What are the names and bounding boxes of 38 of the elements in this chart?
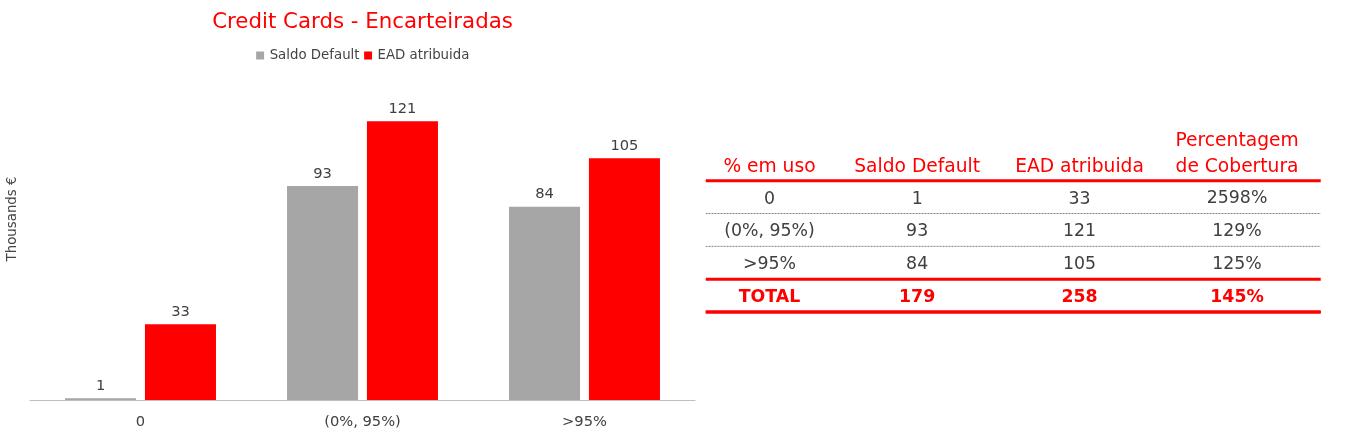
text: 121 — [1063, 220, 1097, 241]
x-tick-label: 0 — [135, 411, 146, 429]
data-label: 121 — [388, 98, 417, 116]
bar — [588, 158, 660, 401]
text: Saldo Default — [854, 154, 981, 176]
text: 0 — [763, 187, 775, 208]
text: Percentagem de Cobertura — [1175, 129, 1299, 176]
data-label: 84 — [535, 184, 554, 202]
data-label: 93 — [313, 163, 332, 181]
bar — [366, 121, 438, 401]
text: 2598% — [1206, 187, 1268, 208]
bar — [144, 324, 216, 401]
text: 258 — [1061, 286, 1098, 307]
x-tick-label: (0%, 95%) — [324, 411, 401, 429]
bar — [287, 185, 359, 401]
text: (0%, 95%) — [724, 219, 815, 240]
x-tick-label: >95% — [562, 411, 607, 429]
text: 84 — [906, 253, 929, 274]
chart-title: Credit Cards - Encarteiradas — [212, 7, 513, 33]
text: 105 — [1063, 253, 1097, 274]
text: 179 — [899, 286, 936, 307]
text: TOTAL — [738, 285, 801, 306]
data-label: 1 — [95, 375, 106, 393]
data-label: 33 — [171, 301, 190, 319]
legend-label: Saldo Default — [269, 47, 360, 62]
text: >95% — [742, 252, 797, 273]
bar — [509, 206, 581, 401]
text: 145% — [1210, 285, 1264, 306]
text: 1 — [911, 187, 923, 208]
text: 33 — [1068, 187, 1091, 208]
data-label: 105 — [610, 135, 639, 153]
text: 125% — [1212, 252, 1262, 273]
text: 129% — [1212, 219, 1262, 240]
text: EAD atribuida — [1015, 154, 1144, 176]
text: % em uso — [723, 154, 816, 176]
text: 93 — [906, 220, 929, 241]
legend-label: EAD atribuida — [377, 47, 470, 62]
y-axis-title: Thousands € — [3, 176, 19, 263]
